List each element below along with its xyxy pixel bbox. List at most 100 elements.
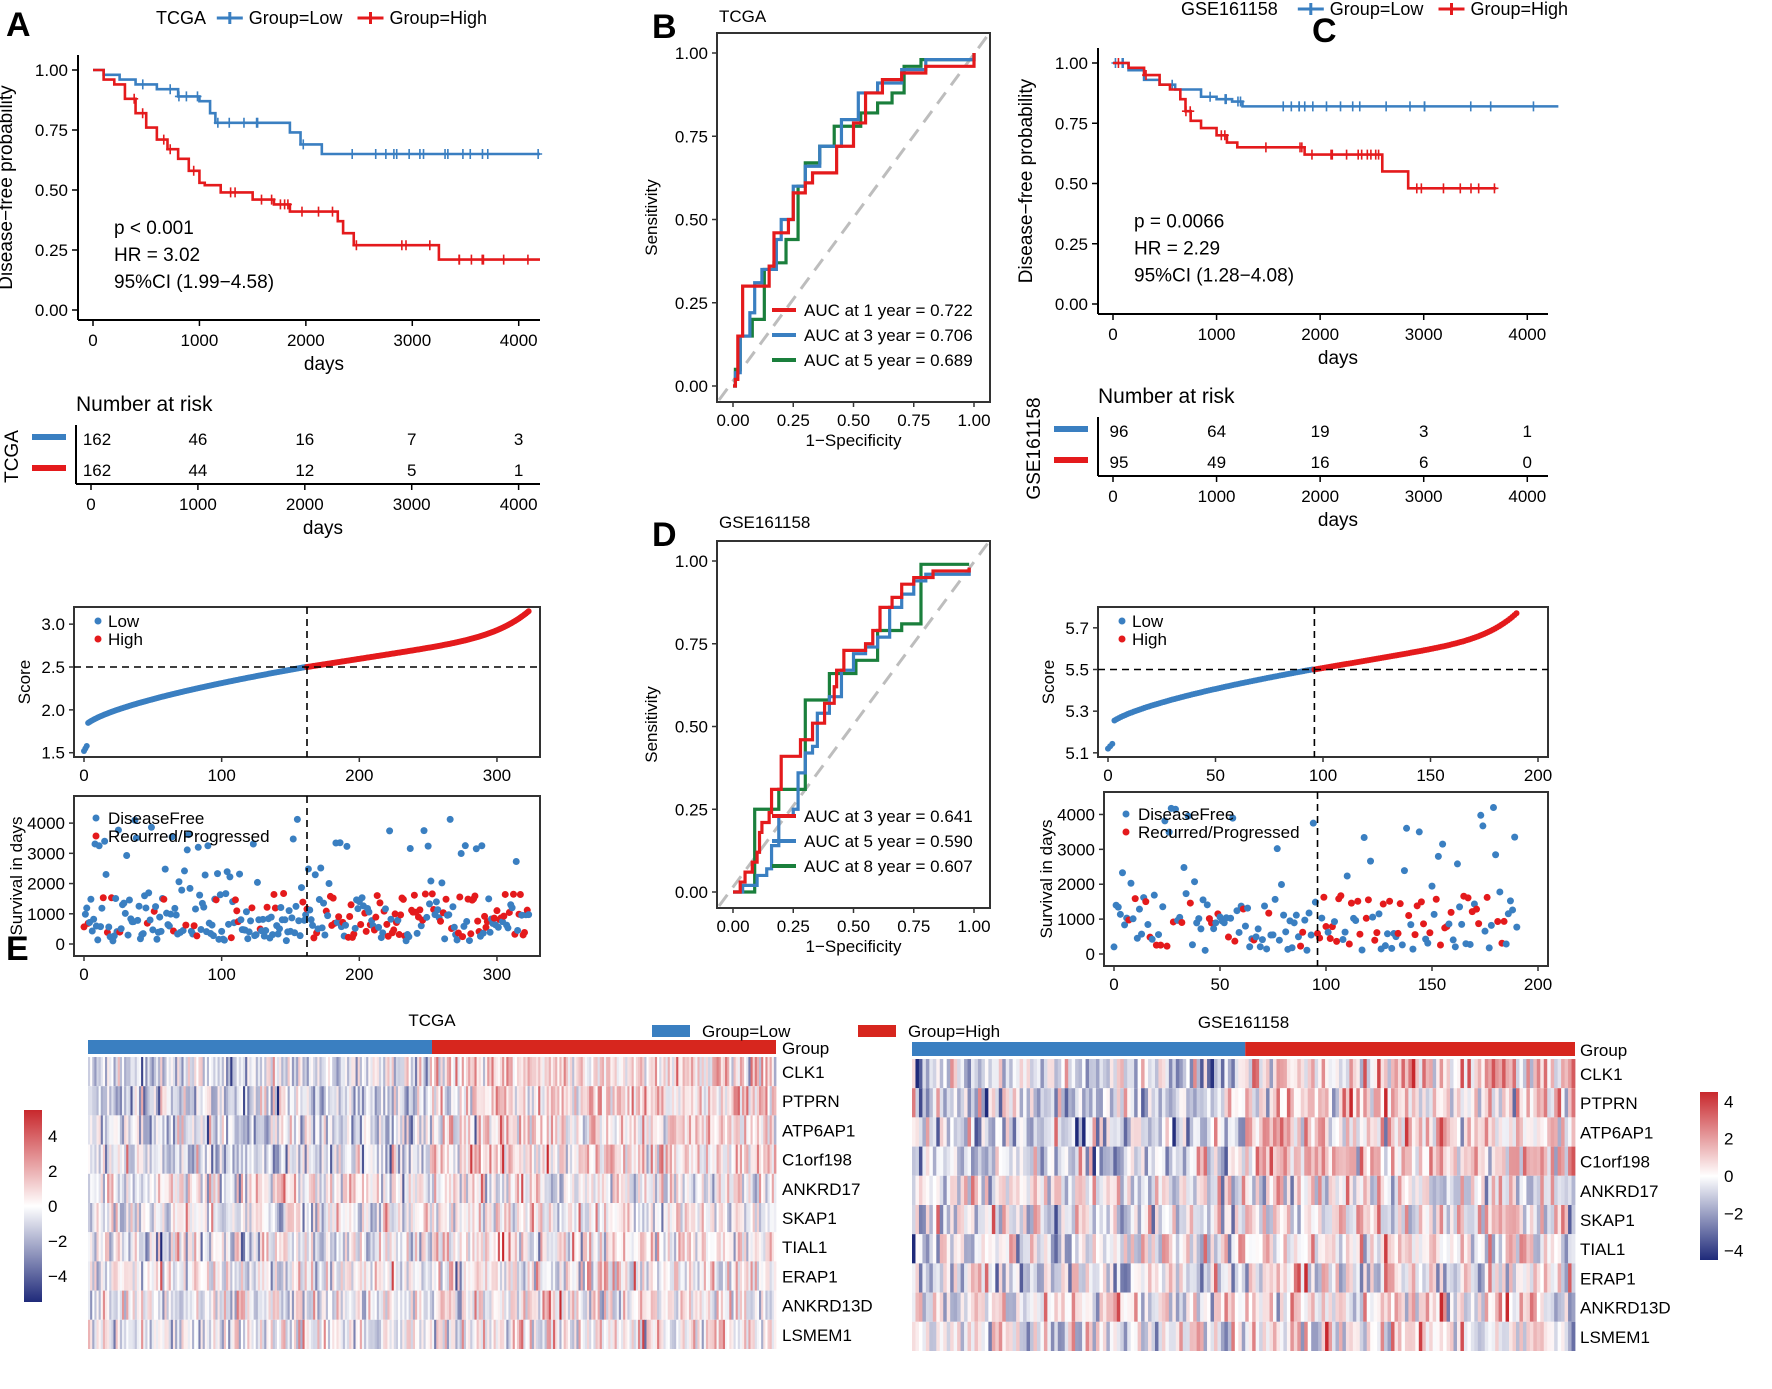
heatmap-cell — [663, 1319, 666, 1349]
heatmap-cell — [185, 1057, 189, 1087]
heatmap-cell — [616, 1203, 620, 1233]
heatmap-cell — [181, 1290, 184, 1320]
heatmap-cell — [625, 1144, 628, 1174]
heatmap-cell — [183, 1115, 187, 1145]
heatmap-cell — [531, 1261, 535, 1291]
heatmap-cell — [482, 1144, 486, 1174]
heatmap-cell — [338, 1290, 342, 1320]
heatmap-cell — [650, 1232, 654, 1262]
heatmap-cell — [606, 1290, 609, 1320]
heatmap-cell — [1384, 1059, 1388, 1089]
heatmap-cell — [457, 1290, 461, 1320]
heatmap-cell — [576, 1144, 579, 1174]
heatmap-cell — [317, 1115, 320, 1145]
survival-point — [244, 935, 252, 943]
heatmap-cell — [1259, 1088, 1263, 1118]
heatmap-cell — [219, 1261, 223, 1291]
heatmap-cell — [429, 1203, 433, 1233]
heatmap-cell — [661, 1261, 664, 1291]
heatmap-cell — [389, 1086, 393, 1116]
heatmap-cell — [211, 1232, 214, 1262]
heatmap-cell — [300, 1203, 303, 1233]
heatmap-cell — [746, 1057, 749, 1087]
heatmap-cell — [635, 1057, 639, 1087]
heatmap-cell — [138, 1057, 142, 1087]
survival-point — [1439, 840, 1447, 848]
heatmap-cell — [576, 1057, 579, 1087]
censor-mark — [478, 149, 487, 159]
survival-point — [259, 915, 267, 923]
heatmap-cell — [240, 1290, 244, 1320]
heatmap-cell — [1078, 1088, 1083, 1118]
heatmap-cell — [344, 1319, 348, 1349]
heatmap-cell — [487, 1261, 490, 1291]
heatmap-cell — [319, 1086, 322, 1116]
heatmap-cell — [584, 1057, 588, 1087]
heatmap-cell — [138, 1086, 142, 1116]
heatmap-cell — [313, 1086, 316, 1116]
heatmap-cell — [610, 1290, 613, 1320]
heatmap-cell — [725, 1319, 728, 1349]
heatmap-cell — [395, 1115, 399, 1145]
heatmap-cell — [604, 1203, 607, 1233]
heatmap-cell — [128, 1144, 131, 1174]
heatmap-cell — [383, 1173, 386, 1203]
heatmap-cell — [1092, 1088, 1097, 1118]
heatmap-cell — [637, 1290, 641, 1320]
heatmap-cell — [754, 1144, 758, 1174]
heatmap-cell — [648, 1290, 652, 1320]
survival-point — [253, 878, 261, 886]
heatmap-cell — [1564, 1059, 1569, 1089]
heatmap-cell — [553, 1115, 556, 1145]
heatmap-cell — [436, 1261, 439, 1291]
censor-mark — [130, 93, 139, 104]
heatmap-cell — [465, 1232, 469, 1262]
heatmap-cell — [132, 1232, 136, 1262]
heatmap-cell — [391, 1203, 395, 1233]
risk-score-plot-C_score — [1093, 606, 1549, 762]
heatmap-cell — [472, 1203, 475, 1233]
heatmap-cell — [204, 1086, 208, 1116]
heatmap-cell — [553, 1057, 556, 1087]
heatmap-cell — [705, 1261, 709, 1291]
heatmap-cell — [767, 1261, 771, 1291]
heatmap-cell — [574, 1290, 577, 1320]
y-tick-label: 1.00 — [675, 552, 708, 571]
survival-point — [375, 923, 383, 931]
heatmap-cell — [754, 1086, 758, 1116]
heatmap-cell — [574, 1057, 577, 1087]
heatmap-cell — [247, 1115, 250, 1145]
heatmap-cell — [162, 1173, 165, 1203]
heatmap-cell — [708, 1173, 711, 1203]
heatmap-cell — [149, 1086, 153, 1116]
heatmap-cell — [236, 1203, 240, 1233]
heatmap-cell — [151, 1086, 155, 1116]
heatmap-cell — [597, 1261, 601, 1291]
heatmap-cell — [644, 1057, 647, 1087]
heatmap-cell — [262, 1261, 265, 1291]
heatmap-cell — [761, 1173, 764, 1203]
heatmap-cell — [519, 1086, 522, 1116]
heatmap-cell — [230, 1086, 233, 1116]
heatmap-cell — [476, 1057, 480, 1087]
heatmap-cell — [351, 1290, 354, 1320]
risk-count: 95 — [1110, 453, 1129, 472]
heatmap-cell — [1078, 1059, 1083, 1089]
heatmap-cell — [230, 1319, 233, 1349]
heatmap-cell — [595, 1203, 599, 1233]
survival-point — [1150, 891, 1158, 899]
survival-point — [343, 842, 351, 850]
heatmap-cell — [480, 1173, 484, 1203]
heatmap-cell — [1019, 1088, 1024, 1118]
heatmap-cell — [710, 1232, 713, 1262]
heatmap-cell — [134, 1173, 138, 1203]
heatmap-cell — [705, 1115, 709, 1145]
heatmap-cell — [463, 1290, 467, 1320]
heatmap-cell — [468, 1057, 471, 1087]
heatmap-cell — [323, 1173, 327, 1203]
heatmap-cell — [302, 1115, 305, 1145]
heatmap-cell — [468, 1290, 471, 1320]
heatmap-cell — [185, 1261, 189, 1291]
heatmap-cell — [257, 1173, 261, 1203]
survival-point — [1428, 882, 1436, 890]
